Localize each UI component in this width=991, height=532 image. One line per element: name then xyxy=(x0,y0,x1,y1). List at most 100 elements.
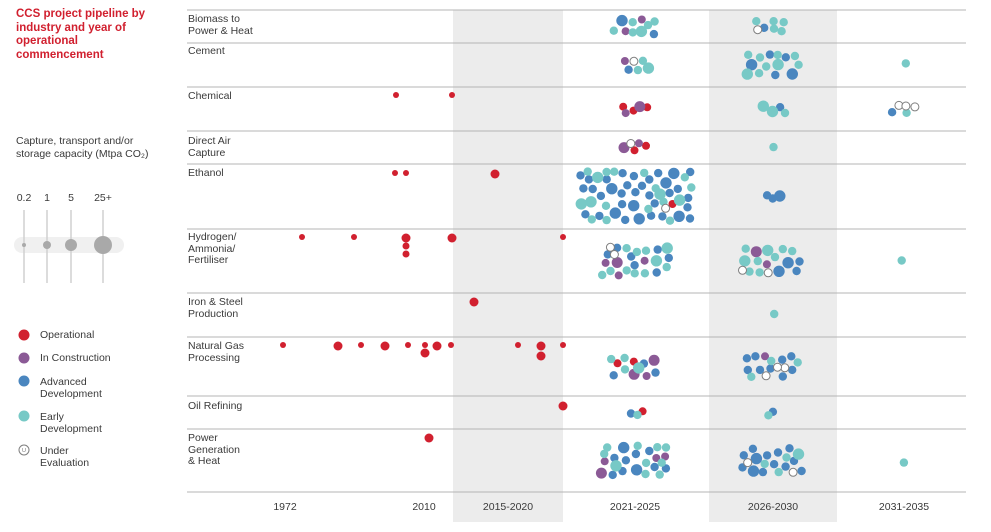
legend-label-advanced: Advanced Development xyxy=(40,376,102,400)
legend-label-early: Early Development xyxy=(40,411,102,435)
operational-project-dot-3 xyxy=(403,170,409,176)
cluster-7-2026-2030-construction-0 xyxy=(761,352,769,361)
cluster-1-2021-2025-early-2 xyxy=(638,56,648,65)
cluster-9-2021-2025-advanced-9 xyxy=(630,464,643,476)
cluster-1-2026-2030-early-10 xyxy=(794,60,803,69)
cluster-4-2021-2025-advanced-10 xyxy=(609,207,621,219)
cluster-9-2021-2025-early-15 xyxy=(653,443,662,452)
cluster-4-2021-2025-advanced-9 xyxy=(596,191,606,201)
cluster-2-2031-2035-evaluation-4-glyph: U xyxy=(904,0,907,1)
cluster-4-2021-2025-advanced-11 xyxy=(602,175,611,184)
cluster-4-2021-2025-early-41 xyxy=(592,171,604,184)
cluster-5-2021-2025-early-13 xyxy=(662,262,671,272)
cluster-4-2021-2025-advanced-7 xyxy=(645,191,654,200)
cluster-5-2021-2025-early-11 xyxy=(641,246,651,255)
cluster-4-2021-2025-advanced-30 xyxy=(685,214,695,223)
cluster-5-2026-2030-evaluation-15-glyph: U xyxy=(767,0,770,1)
cluster-4-2021-2025-advanced-17 xyxy=(658,212,667,221)
operational-project-dot-17 xyxy=(405,342,411,348)
cluster-9-2026-2030-evaluation-18-glyph: U xyxy=(791,0,794,1)
cluster-9-2026-2030-advanced-10 xyxy=(797,466,806,476)
operational-project-dot-9 xyxy=(402,250,410,258)
cluster-2-2031-2035-advanced-0 xyxy=(887,108,897,117)
cluster-5-2026-2030-advanced-5 xyxy=(773,265,785,277)
cluster-2-2021-2025-construction-4 xyxy=(621,109,630,118)
operational-project-dot-16 xyxy=(380,341,390,351)
cluster-5-2021-2025-early-12 xyxy=(640,269,650,278)
cluster-5-2026-2030-construction-0 xyxy=(762,260,771,269)
cluster-5-2026-2030-early-10 xyxy=(770,252,780,262)
cluster-9-2031-2035-early-0 xyxy=(899,458,909,467)
size-label-1: 1 xyxy=(44,192,50,204)
cluster-5-2026-2030-early-11 xyxy=(778,244,787,254)
legend-marker-operational xyxy=(18,329,30,341)
operational-project-dot-10 xyxy=(447,233,457,243)
row-label-natural-gas: Natural Gas Processing xyxy=(188,340,245,364)
cluster-0-2026-2030-evaluation-6 xyxy=(753,25,763,35)
cluster-4-2021-2025-advanced-20 xyxy=(629,171,639,181)
cluster-4-2021-2025-advanced-27 xyxy=(595,211,604,221)
cluster-2-2026-2030-early-2 xyxy=(766,105,779,118)
cluster-4-2021-2025-advanced-33 xyxy=(576,171,585,180)
cluster-4-2021-2025-advanced-18 xyxy=(584,175,594,184)
cluster-8-2021-2025-early-2 xyxy=(633,410,642,420)
cluster-8-2026-2030-early-1 xyxy=(764,411,773,420)
cluster-9-2021-2025-early-21 xyxy=(633,441,642,450)
cluster-9-2026-2030-advanced-8 xyxy=(785,444,794,453)
cluster-9-2021-2025-construction-1 xyxy=(661,452,670,461)
cluster-7-2026-2030-evaluation-13 xyxy=(761,371,771,381)
cluster-7-2021-2025-early-10 xyxy=(607,354,616,364)
cluster-5-2021-2025-early-19 xyxy=(622,266,631,275)
cluster-9-2021-2025-advanced-8 xyxy=(608,470,617,480)
operational-project-dot-15 xyxy=(358,342,364,348)
cluster-5-2026-2030-advanced-4 xyxy=(792,266,801,276)
row-label-biomass: Biomass to Power & Heat xyxy=(188,13,253,37)
cluster-1-2021-2025-evaluation-5-glyph: U xyxy=(632,0,635,1)
cluster-4-2021-2025-advanced-6 xyxy=(646,211,656,220)
operational-project-dot-2 xyxy=(392,170,398,176)
row-label-ethanol: Ethanol xyxy=(188,167,224,179)
cluster-4-2021-2025-early-48 xyxy=(587,215,596,224)
cluster-1-2021-2025-early-3 xyxy=(642,62,655,74)
legend-label-operational: Operational xyxy=(40,329,95,341)
row-label-oil-refining: Oil Refining xyxy=(188,400,243,412)
size-legend-circle-1 xyxy=(43,241,51,249)
cluster-4-2021-2025-early-36 xyxy=(585,196,597,208)
row-label-hydrogen: Hydrogen/ Ammonia/ Fertiliser xyxy=(188,231,237,266)
operational-project-dot-7 xyxy=(401,233,411,243)
x-label-2010: 2010 xyxy=(412,501,436,513)
cluster-9-2026-2030-advanced-0 xyxy=(750,452,763,465)
cluster-5-2031-2035-early-0 xyxy=(897,256,906,265)
cluster-5-2021-2025-early-21 xyxy=(630,269,639,278)
row-label-power: Power Generation & Heat xyxy=(188,432,240,467)
cluster-9-2021-2025-advanced-11 xyxy=(631,449,641,459)
cluster-5-2021-2025-construction-0 xyxy=(611,257,623,268)
cluster-1-2026-2030-early-8 xyxy=(755,53,765,62)
cluster-4-2021-2025-advanced-15 xyxy=(588,184,597,194)
operational-project-dot-20 xyxy=(432,341,442,351)
cluster-9-2026-2030-advanced-12 xyxy=(747,465,760,477)
cluster-0-2021-2025-early-5 xyxy=(628,18,637,27)
cluster-5-2026-2030-early-8 xyxy=(755,268,764,277)
cluster-1-2021-2025-advanced-1 xyxy=(624,65,633,74)
cluster-9-2026-2030-advanced-2 xyxy=(758,467,768,477)
row-label-iron-steel: Iron & Steel Production xyxy=(188,296,243,320)
cluster-0-2021-2025-early-9 xyxy=(628,28,637,37)
cluster-1-2021-2025-evaluation-5 xyxy=(629,56,639,66)
cluster-9-2026-2030-early-14 xyxy=(782,453,791,462)
cluster-9-2021-2025-early-23 xyxy=(661,443,671,452)
cluster-5-2021-2025-early-18 xyxy=(622,244,631,253)
cluster-3-2021-2025-construction-3 xyxy=(634,139,643,148)
operational-project-dot-12 xyxy=(469,297,479,307)
cluster-0-2026-2030-early-3 xyxy=(777,27,786,36)
cluster-5-2021-2025-advanced-9 xyxy=(612,243,622,252)
cluster-9-2026-2030-early-16 xyxy=(774,467,783,477)
cluster-7-2026-2030-advanced-8 xyxy=(751,352,760,361)
size-legend-label: Capture, transport and/or storage capaci… xyxy=(16,135,149,160)
operational-project-dot-0 xyxy=(393,92,399,98)
cluster-9-2026-2030-early-15 xyxy=(760,459,769,469)
cluster-9-2021-2025-early-18 xyxy=(641,458,651,468)
cluster-4-2021-2025-early-51 xyxy=(602,215,611,225)
cluster-4-2021-2025-advanced-19 xyxy=(684,193,693,203)
band-2026-2030 xyxy=(709,10,837,522)
